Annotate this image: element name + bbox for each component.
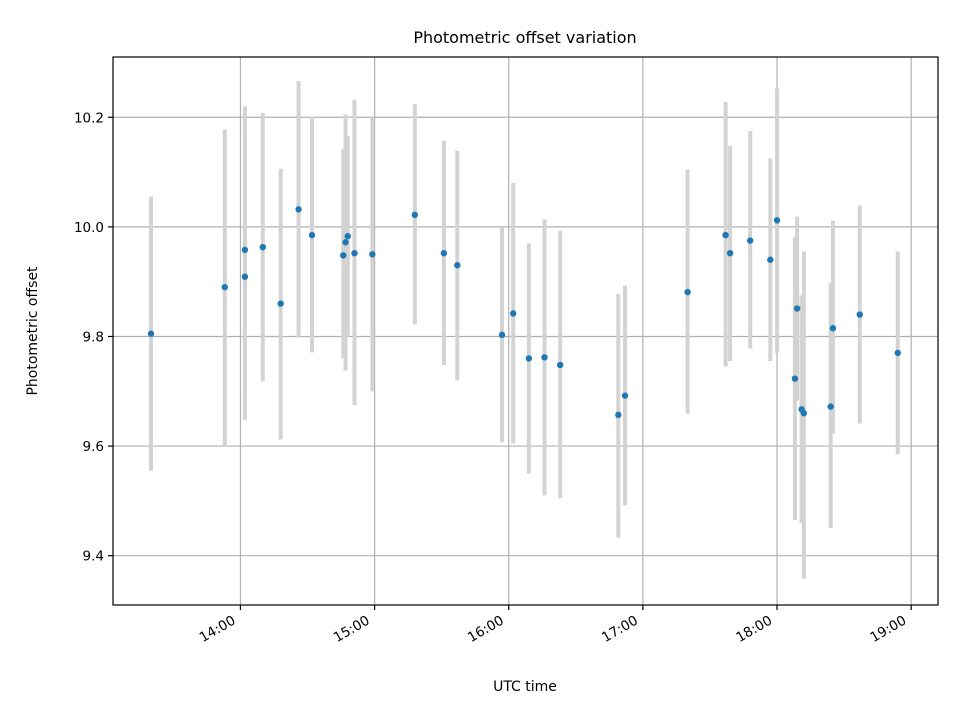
- data-point: [221, 283, 228, 291]
- data-point: [241, 246, 249, 254]
- data-point: [615, 411, 622, 419]
- data-point: [791, 375, 799, 382]
- data-point: [342, 239, 349, 246]
- data-point: [295, 206, 302, 213]
- data-point: [856, 311, 863, 318]
- x-axis-label: UTC time: [493, 679, 557, 695]
- data-point: [556, 361, 564, 369]
- data-point: [722, 231, 729, 239]
- data-point: [746, 237, 754, 244]
- data-point: [800, 410, 808, 417]
- plot-frame: [112, 56, 939, 606]
- y-tick-label: 9.8: [83, 329, 104, 345]
- data-point: [510, 310, 517, 317]
- data-point: [411, 211, 419, 219]
- data-point: [894, 349, 901, 357]
- data-point: [827, 403, 834, 410]
- data-point: [525, 355, 533, 362]
- data-point: [793, 305, 801, 312]
- y-tick-label: 9.6: [83, 439, 104, 455]
- data-point: [454, 262, 461, 269]
- y-tick-label: 10.2: [74, 110, 104, 126]
- data-point: [241, 273, 249, 280]
- data-point: [277, 300, 284, 307]
- data-point: [440, 249, 448, 257]
- y-tick-label: 10.0: [74, 220, 104, 236]
- y-axis-label: Photometric offset: [25, 266, 41, 396]
- data-point: [369, 251, 376, 258]
- data-point: [773, 217, 781, 224]
- data-point: [340, 252, 347, 259]
- data-point: [147, 330, 155, 337]
- data-point: [351, 249, 358, 257]
- data-point: [621, 392, 629, 399]
- data-point: [684, 288, 691, 296]
- data-points: [147, 206, 901, 419]
- chart-title: Photometric offset variation: [413, 28, 636, 47]
- data-point: [498, 331, 506, 339]
- y-tick-label: 9.4: [83, 549, 104, 565]
- data-point: [259, 243, 266, 251]
- data-point: [726, 249, 734, 257]
- data-point: [541, 354, 548, 361]
- data-point: [308, 231, 316, 239]
- data-point: [767, 256, 774, 263]
- data-point: [344, 232, 351, 240]
- data-point: [829, 325, 837, 332]
